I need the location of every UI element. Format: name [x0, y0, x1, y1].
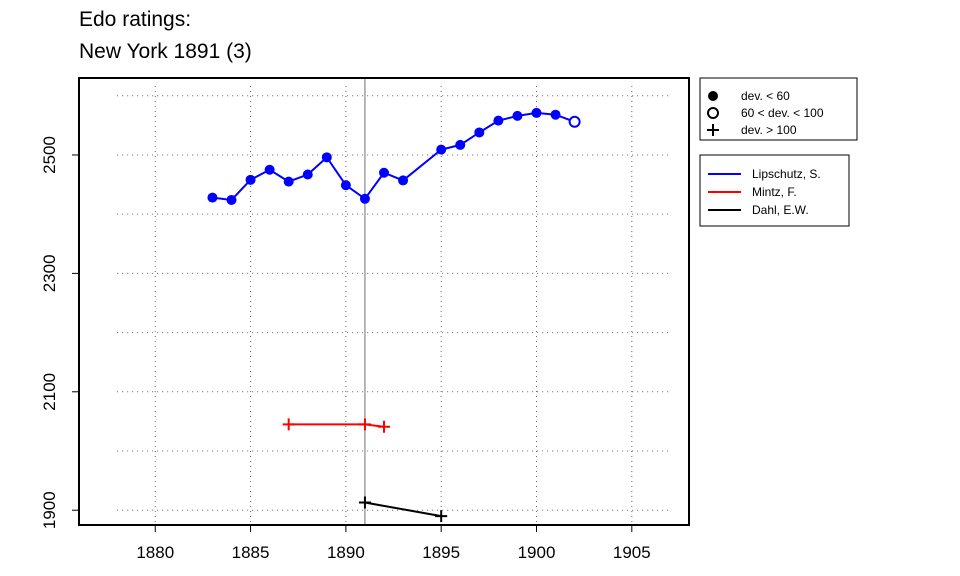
- legend-label: 60 < dev. < 100: [741, 106, 824, 120]
- data-point: [282, 418, 295, 431]
- data-point: [379, 167, 389, 178]
- legend-marker: [707, 107, 719, 119]
- y-tick-label: 2100: [40, 373, 59, 411]
- legend-label: dev. < 60: [741, 89, 790, 103]
- series: [207, 107, 581, 205]
- series: [358, 496, 448, 523]
- legend-marker: [708, 91, 718, 101]
- x-tick-label: 1880: [136, 543, 174, 562]
- grid: [117, 83, 670, 523]
- y-axis: 1900 2100 2300 2500: [40, 136, 79, 529]
- plot-frame: [78, 77, 690, 526]
- data-point: [358, 496, 371, 509]
- legend-label: Dahl, E.W.: [752, 203, 809, 217]
- data-point: [493, 115, 504, 126]
- x-tick-label: 1895: [422, 543, 460, 562]
- legend-box: [699, 154, 850, 227]
- data-point: [436, 144, 447, 155]
- data-point: [245, 174, 256, 185]
- y-tick-label: 2300: [40, 254, 59, 292]
- data-point: [378, 420, 390, 433]
- legend-marker: [707, 124, 719, 136]
- series-line: [212, 111, 575, 202]
- data-point: [531, 107, 542, 118]
- data-point: [358, 418, 371, 431]
- x-tick-label: 1905: [613, 543, 651, 562]
- legend-series: Lipschutz, S. Mintz, F. Dahl, E.W.: [699, 154, 850, 227]
- chart-subtitle: New York 1891 (3): [79, 40, 252, 63]
- y-tick-label: 2500: [40, 136, 59, 174]
- legend-label: dev. > 100: [741, 123, 797, 137]
- x-tick-label: 1885: [232, 543, 270, 562]
- x-tick-label: 1900: [518, 543, 556, 562]
- data-point: [568, 115, 581, 128]
- data-point: [474, 127, 485, 138]
- data-point: [455, 139, 466, 150]
- data-point: [340, 180, 351, 191]
- x-tick-label: 1890: [327, 543, 365, 562]
- series: [282, 418, 390, 433]
- data-point: [512, 110, 523, 121]
- x-axis: 1880 1885 1890 1895 1900 1905: [136, 525, 651, 562]
- data-point: [550, 109, 561, 120]
- data-point: [302, 169, 313, 180]
- legend-box: [699, 77, 858, 141]
- y-tick-label: 1900: [40, 491, 59, 529]
- series-layer: [207, 107, 581, 523]
- legend-label: Mintz, F.: [752, 185, 797, 199]
- data-point: [226, 194, 237, 205]
- data-point: [435, 510, 448, 523]
- legend-markers: dev. < 60 60 < dev. < 100 dev. > 100: [699, 77, 858, 141]
- data-point: [359, 193, 370, 204]
- data-point: [264, 164, 275, 175]
- data-point: [207, 192, 218, 203]
- data-point: [321, 152, 332, 163]
- legend-label: Lipschutz, S.: [752, 167, 821, 181]
- data-point: [398, 175, 409, 186]
- data-point: [283, 176, 294, 187]
- series-line: [364, 501, 442, 518]
- chart-title: Edo ratings:: [79, 8, 192, 31]
